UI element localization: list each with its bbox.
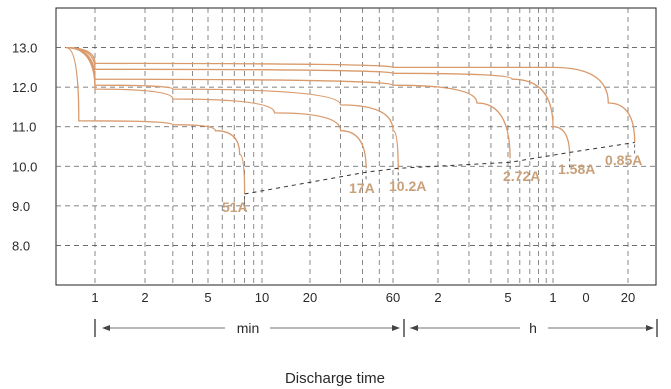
y-tick-label: 8.0 xyxy=(12,238,30,253)
min-range-indicator: min xyxy=(94,319,405,337)
hour-range-indicator: h xyxy=(410,319,658,337)
x-tick-label: 2 xyxy=(434,290,441,305)
plot-frame xyxy=(55,7,657,286)
curve-label: 17A xyxy=(349,180,375,196)
x-tick-label: 10 xyxy=(255,290,269,305)
discharge-curve xyxy=(66,46,399,171)
y-axis-ticks: 8.0 9.0 10.0 11.0 12.0 13.0 xyxy=(12,41,37,254)
x-axis-title: Discharge time xyxy=(285,370,385,387)
discharge-curve xyxy=(66,46,636,143)
y-tick-label: 13.0 xyxy=(12,41,37,56)
cutoff-line xyxy=(244,142,635,195)
x-tick-label: 5 xyxy=(504,290,511,305)
y-tick-label: 12.0 xyxy=(12,80,37,95)
discharge-curve xyxy=(66,46,571,157)
curve-label: 10.2A xyxy=(389,178,426,194)
y-tick-label: 11.0 xyxy=(12,120,36,135)
curve-labels: 51A 17A 10.2A 2.72A 1.58A 0.85A xyxy=(222,152,642,215)
cutoff-polyline xyxy=(244,142,635,195)
x-tick-label: 1 xyxy=(91,290,98,305)
curve-label: 0.85A xyxy=(605,152,642,168)
discharge-curve xyxy=(66,46,367,169)
x-tick-label: 5 xyxy=(204,290,211,305)
discharge-curves xyxy=(66,46,636,208)
min-label: min xyxy=(237,320,260,336)
x-tick-label: 60 xyxy=(386,290,400,305)
x-axis-ticks: 1 2 5 10 20 60 2 5 1 0 20 xyxy=(91,290,635,305)
x-tick-label: 1 xyxy=(549,290,556,305)
x-tick-label: 20 xyxy=(621,290,635,305)
x-tick-label: 20 xyxy=(303,290,317,305)
curve-label: 51A xyxy=(222,199,248,215)
discharge-curve xyxy=(66,46,246,195)
grid xyxy=(56,8,656,285)
discharge-curve xyxy=(66,46,511,159)
x-tick-label: 2 xyxy=(141,290,148,305)
h-label: h xyxy=(529,320,537,336)
x-tick-label: 0 xyxy=(582,290,589,305)
y-tick-label: 10.0 xyxy=(12,159,37,174)
curve-label: 2.72A xyxy=(503,168,540,184)
y-tick-label: 9.0 xyxy=(12,199,30,214)
curve-label: 1.58A xyxy=(558,161,595,177)
